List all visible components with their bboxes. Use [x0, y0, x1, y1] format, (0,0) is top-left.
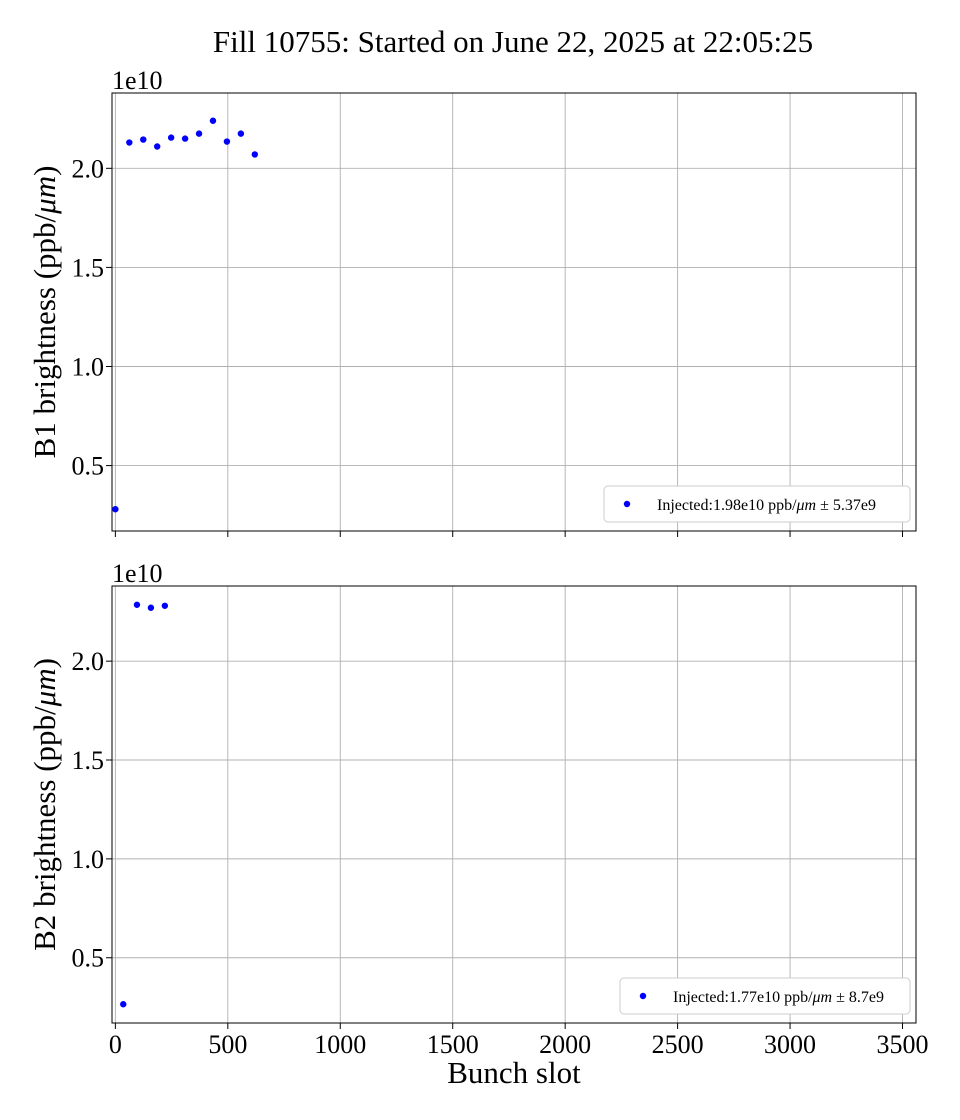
data-point [120, 1001, 127, 1008]
data-point [133, 601, 141, 608]
legend-label: Injected:1.98e10 ppb/μm ± 5.37e9 [657, 497, 876, 514]
data-point [167, 134, 175, 141]
data-point [147, 604, 155, 611]
data-point [251, 151, 259, 158]
y-offset-label: 1e10 [112, 559, 163, 588]
y-tick-label: 0.5 [72, 944, 105, 973]
panel-b2: 0 500 1000 1500 2000 2500 3000 3500 0.5 1.0 1.5 2.0… [27, 559, 929, 1090]
legend: Injected:1.77e10 ppb/μm ± 8.7e9 [619, 977, 911, 1015]
y-tick-label: 1.5 [72, 253, 105, 282]
y-tick-label: 2.0 [72, 154, 105, 183]
data-point [154, 143, 161, 150]
legend-box [619, 977, 911, 1015]
data-point [161, 602, 169, 609]
y-tick-label: 1.0 [72, 353, 105, 382]
legend: Injected:1.98e10 ppb/μm ± 5.37e9 [603, 485, 911, 523]
x-tick-label: 1000 [314, 1030, 366, 1059]
x-tick-label: 500 [208, 1030, 247, 1059]
legend-label: Injected:1.77e10 ppb/μm ± 8.7e9 [673, 989, 884, 1006]
y-tick-label: 1.5 [72, 746, 105, 775]
data-point [126, 139, 133, 146]
x-tick-label: 3500 [877, 1030, 929, 1059]
legend-marker [639, 992, 647, 1000]
legend-marker [623, 500, 631, 508]
panel-b1: 0.5 1.0 1.5 2.0 1e10 B1 brightness (ppb/μm) In… [27, 66, 917, 537]
axes-frame [111, 92, 917, 532]
x-tick-label: 3000 [764, 1030, 816, 1059]
x-tick-label: 0 [109, 1030, 122, 1059]
legend-box [603, 485, 911, 523]
axes-frame [111, 585, 917, 1024]
x-tick-label: 2000 [539, 1030, 591, 1059]
data-point [112, 505, 119, 513]
data-point [209, 117, 217, 124]
y-tick-label: 1.0 [72, 845, 105, 874]
y-axis-label: B2 brightness (ppb/μm) [27, 658, 62, 951]
figure-title: Fill 10755: Started on June 22, 2025 at … [213, 24, 813, 59]
data-point [237, 130, 245, 137]
data-point [223, 138, 231, 145]
y-offset-label: 1e10 [112, 66, 163, 95]
data-point [181, 135, 189, 142]
x-tick-label: 2500 [652, 1030, 704, 1059]
y-tick-label: 0.5 [72, 452, 105, 481]
y-axis-label: B1 brightness (ppb/μm) [27, 166, 62, 459]
data-point [195, 130, 203, 137]
y-tick-label: 2.0 [72, 647, 105, 676]
data-point [140, 136, 147, 143]
x-tick-label: 1500 [427, 1030, 479, 1059]
x-axis-label: Bunch slot [447, 1055, 581, 1090]
